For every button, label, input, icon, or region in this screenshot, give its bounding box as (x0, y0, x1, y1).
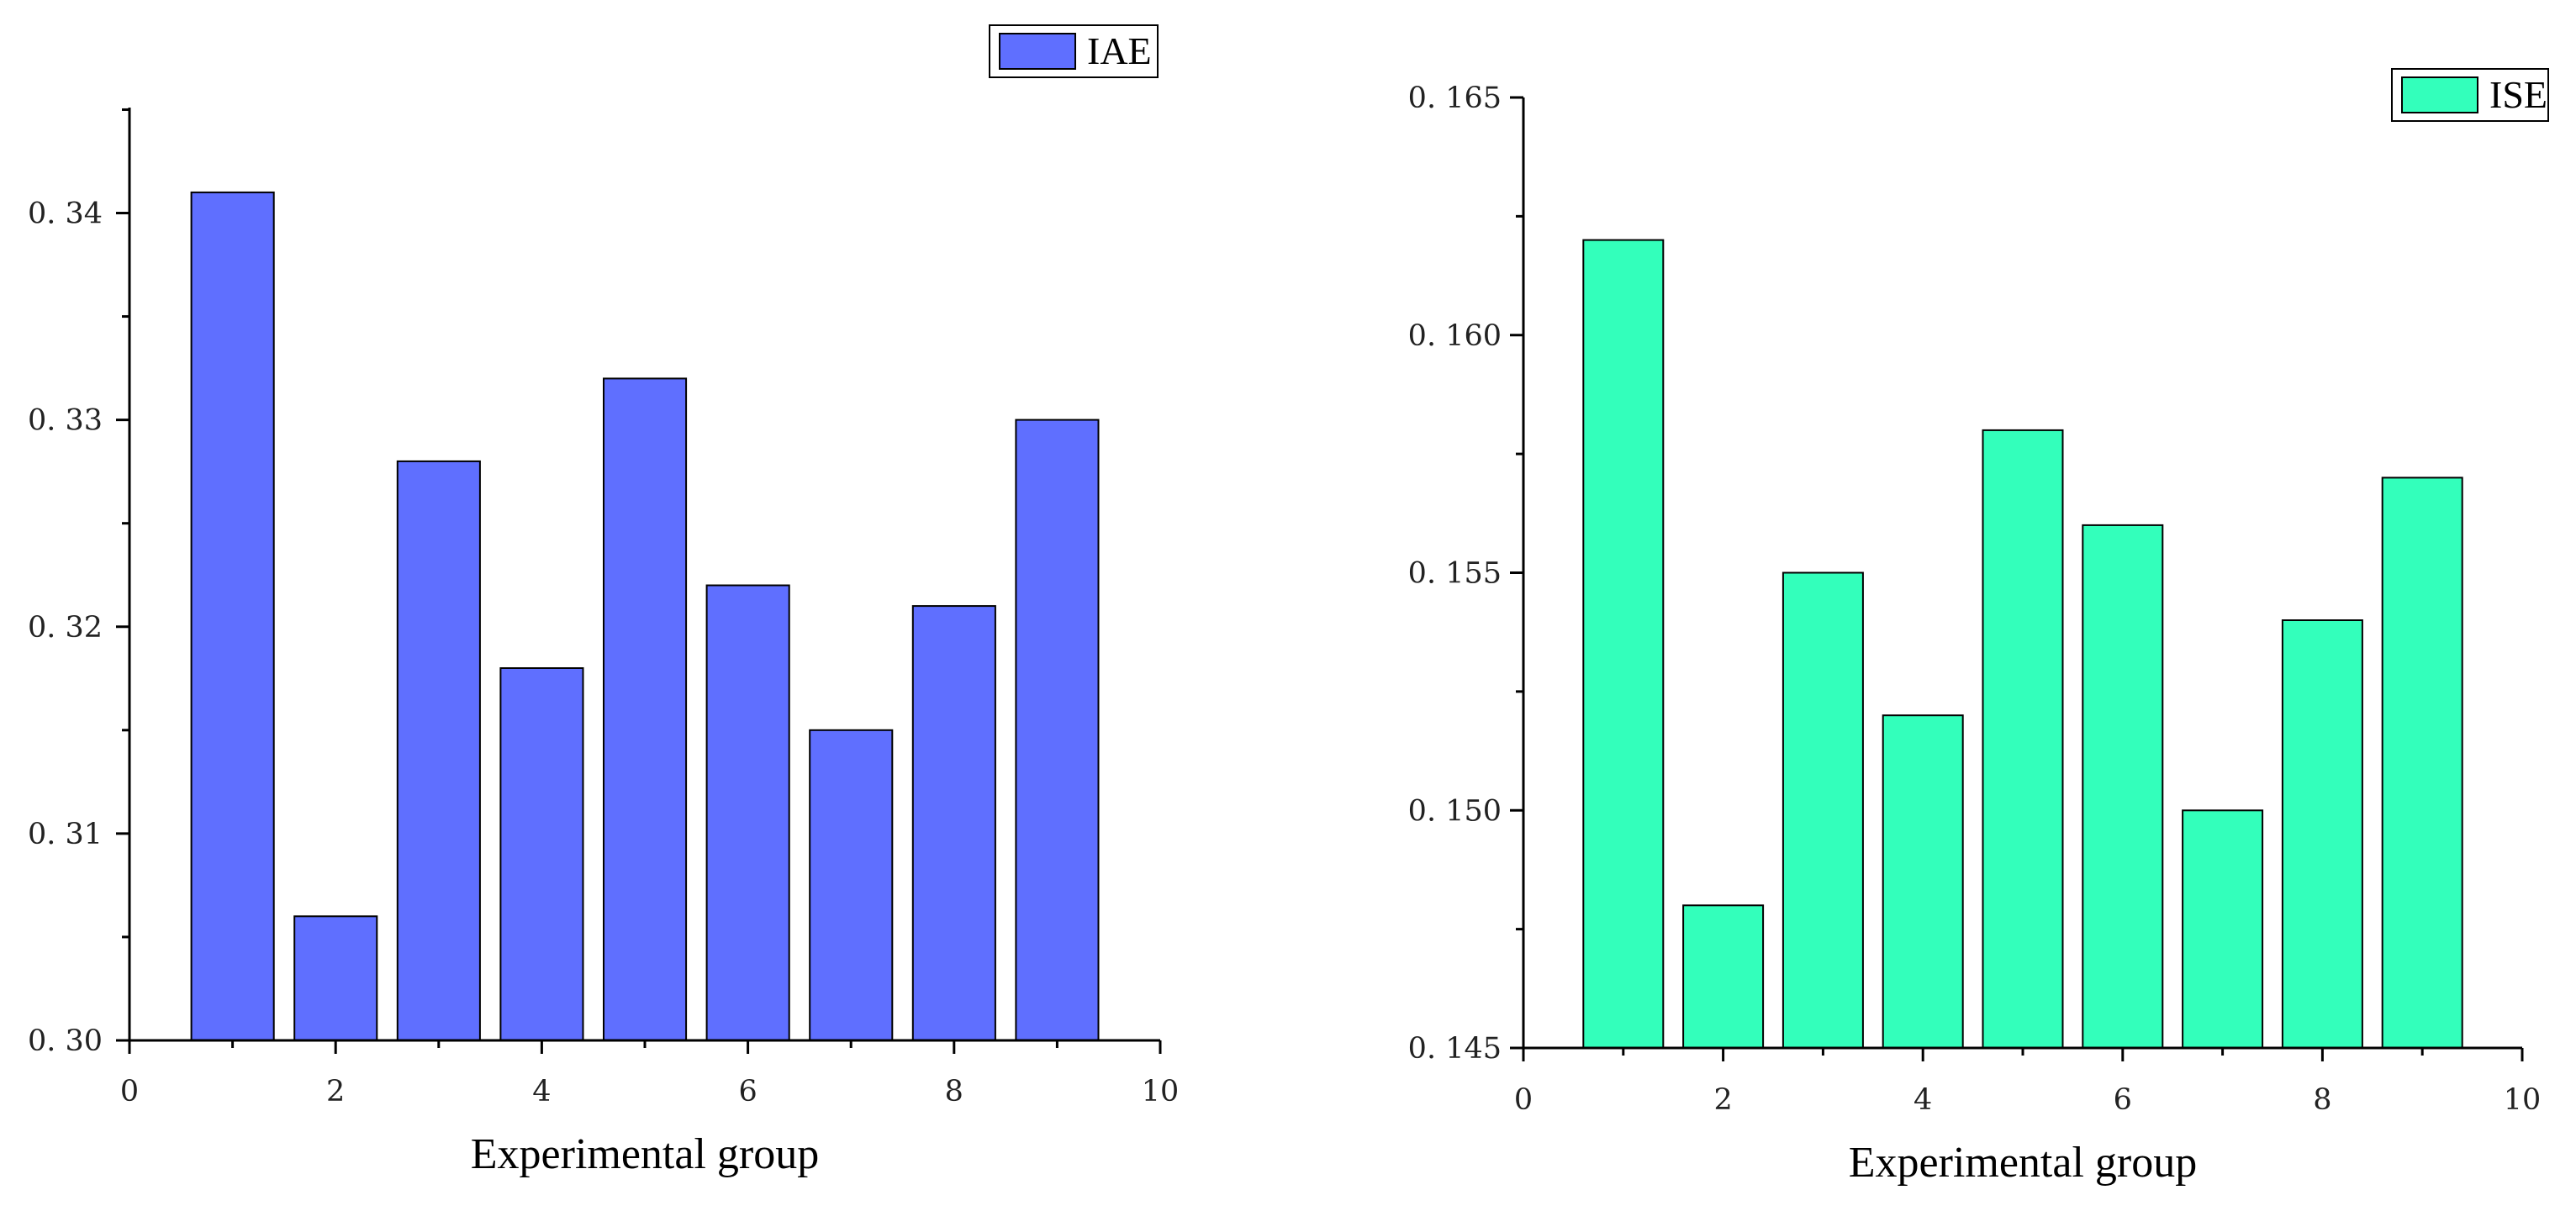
bar-iae-8 (911, 605, 996, 1041)
legend-label: IAE (1087, 29, 1152, 72)
bar-ise-4 (1882, 714, 1964, 1049)
x-tick-label: 10 (1142, 1075, 1180, 1108)
bar-iae-1 (190, 191, 275, 1041)
y-tick-label: 0. 150 (1408, 794, 1502, 828)
y-tick-label: 0. 33 (28, 404, 103, 438)
bar-iae-3 (396, 460, 481, 1041)
bar-iae-4 (499, 667, 584, 1041)
x-axis-title: Experimental group (471, 1130, 819, 1178)
iae-chart: 0 2 4 6 8 10 0. 30 0. 31 0. 32 0. 33 0. 34 Experime… (28, 24, 1180, 1178)
y-tick-label: 0. 34 (28, 197, 103, 231)
x-tick-label: 10 (2504, 1083, 2542, 1117)
x-tick-label: 8 (2313, 1083, 2331, 1117)
bar-ise-7 (2182, 809, 2264, 1050)
bar-ise-5 (1982, 429, 2064, 1049)
y-tick-label: 0. 165 (1408, 82, 1502, 115)
x-tick-label: 6 (2114, 1083, 2132, 1117)
legend-swatch (999, 33, 1076, 70)
bar-iae-7 (809, 729, 894, 1041)
ise-chart: 0 2 4 6 8 10 0. 145 0. 150 0. 155 0. 160 0. 165 Exp… (1408, 68, 2549, 1187)
x-tick-label: 4 (532, 1075, 551, 1108)
bar-ise-1 (1582, 239, 1665, 1050)
bar-iae-5 (603, 377, 688, 1041)
bar-iae-6 (705, 584, 790, 1041)
x-tick-label: 2 (1713, 1083, 1732, 1117)
bar-iae-9 (1015, 419, 1100, 1042)
y-tick-label: 0. 145 (1408, 1032, 1502, 1066)
bar-ise-6 (2082, 524, 2164, 1049)
legend-swatch (2401, 76, 2478, 113)
x-tick-label: 8 (945, 1075, 963, 1108)
bar-ise-3 (1782, 571, 1864, 1049)
y-tick-label: 0. 30 (28, 1024, 103, 1058)
y-tick-label: 0. 31 (28, 818, 103, 851)
x-tick-label: 0 (1514, 1083, 1533, 1117)
y-tick-label: 0. 32 (28, 611, 103, 645)
x-tick-label: 6 (738, 1075, 757, 1108)
bar-ise-8 (2281, 619, 2363, 1049)
x-tick-label: 4 (1914, 1083, 1932, 1117)
x-tick-label: 2 (326, 1075, 345, 1108)
bar-iae-2 (293, 915, 378, 1042)
bar-ise-9 (2381, 477, 2463, 1049)
legend-label: ISE (2489, 73, 2547, 116)
y-tick-label: 0. 160 (1408, 319, 1502, 353)
y-tick-label: 0. 155 (1408, 557, 1502, 591)
bar-ise-2 (1682, 904, 1765, 1050)
x-axis-title: Experimental group (1849, 1139, 2197, 1187)
x-tick-label: 0 (120, 1075, 139, 1108)
